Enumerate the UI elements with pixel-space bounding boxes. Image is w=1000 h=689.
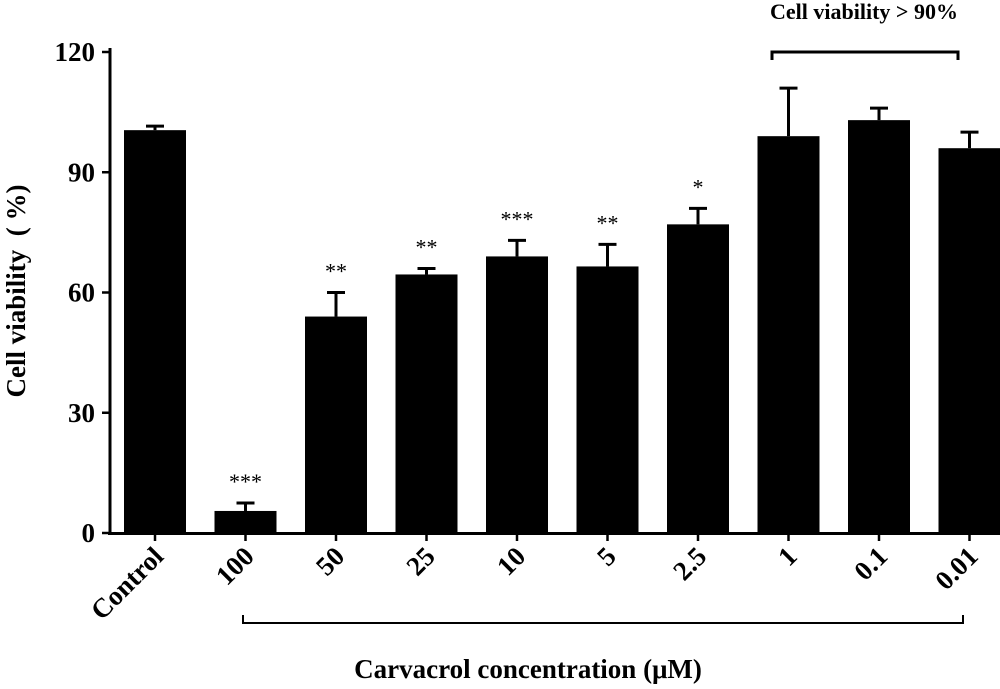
x-ticks-layer: Control 100 50 25 10 5 2.5 1 0.1 0.01 <box>85 533 984 626</box>
bar-100 <box>214 510 277 533</box>
y-tick-label-30: 30 <box>68 398 95 428</box>
x-tick-label-2.5: 2.5 <box>667 541 712 586</box>
x-tick-label-100: 100 <box>210 541 260 591</box>
y-tick-label-120: 120 <box>55 37 96 67</box>
bracket-viability-label: Cell viability > 90% <box>770 0 958 24</box>
y-tick-label-60: 60 <box>68 278 95 308</box>
significance-100: *** <box>229 469 262 494</box>
bar-2.5 <box>667 224 729 533</box>
x-tick-label-10: 10 <box>491 541 531 581</box>
bar-25 <box>395 274 458 533</box>
significance-50: ** <box>325 259 347 284</box>
x-tick-label-5: 5 <box>591 541 622 572</box>
bar-0.01 <box>938 148 1000 533</box>
x-tick-label-25: 25 <box>400 541 440 581</box>
bar-5 <box>576 266 639 533</box>
bracket-concentrations <box>242 615 964 624</box>
y-ticks-layer: 0 30 60 90 120 <box>55 37 110 548</box>
x-tick-label-0.01: 0.01 <box>929 541 984 596</box>
x-tick-label-0.1: 0.1 <box>848 541 893 586</box>
x-tick-label-1: 1 <box>772 541 803 572</box>
bar-50 <box>305 316 367 533</box>
x-tick-label-50: 50 <box>310 541 350 581</box>
bar-10 <box>486 256 548 533</box>
y-tick-label-0: 0 <box>82 518 96 548</box>
bracket-viability: Cell viability > 90% <box>770 0 960 60</box>
significance-2.5: * <box>693 174 704 199</box>
x-axis-title: Carvacrol concentration (μM) <box>354 654 702 684</box>
y-tick-label-90: 90 <box>68 157 95 187</box>
significance-5: ** <box>597 210 619 235</box>
significance-layer: ********** *** <box>229 174 704 494</box>
bar-Control <box>124 130 186 533</box>
x-tick-label-Control: Control <box>85 541 170 626</box>
bar-1 <box>757 136 820 534</box>
bar-0.1 <box>848 120 910 534</box>
bars-layer <box>124 120 1000 534</box>
error-bars-layer <box>146 86 979 511</box>
significance-25: ** <box>416 234 438 259</box>
significance-10: *** <box>501 206 534 231</box>
y-axis-title: Cell viability ( %) <box>1 185 31 398</box>
